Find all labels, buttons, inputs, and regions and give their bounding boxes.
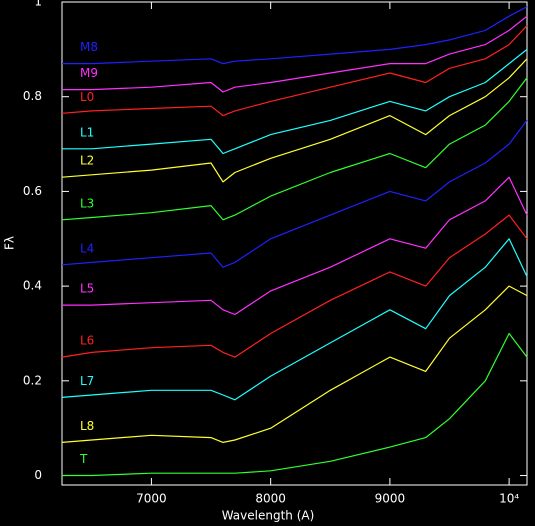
series-label: M9 (80, 66, 98, 80)
spectrum-line (61, 77, 528, 221)
x-axis-label: Wavelength (A) (222, 509, 315, 523)
series-label: L5 (80, 282, 94, 296)
x-tick-label: 8000 (255, 492, 286, 506)
series-label: L6 (80, 334, 94, 348)
spectrum-line (61, 58, 528, 183)
x-tick-label: 10⁴ (499, 492, 519, 506)
series-label: L4 (80, 241, 94, 255)
spectrum-line (62, 176, 528, 316)
spectrum-line (61, 25, 528, 117)
series-label: T (79, 452, 88, 466)
y-tick-label: 0.4 (23, 279, 42, 293)
y-tick-label: 0.2 (23, 373, 42, 387)
y-tick-label: 0 (34, 468, 42, 482)
series-label: L0 (80, 90, 94, 104)
x-tick-label: 9000 (375, 492, 406, 506)
y-axis-label: Fλ (3, 236, 17, 250)
y-tick-label: 1 (34, 0, 42, 9)
spectrum-line (62, 48, 528, 155)
plot-frame (61, 1, 528, 486)
spectrum-line (62, 332, 528, 477)
spectrum-line (61, 238, 528, 401)
spectrum-line (61, 214, 528, 358)
spectrum-line (61, 285, 528, 443)
series-label: L3 (80, 196, 94, 210)
spectrum-line (62, 15, 528, 93)
series-label: M8 (80, 40, 98, 54)
y-tick-label: 0.8 (23, 89, 42, 103)
series-label: L8 (80, 419, 94, 433)
series-label: L1 (80, 125, 94, 139)
series-label: L2 (80, 154, 94, 168)
series-label: L7 (80, 374, 94, 388)
spectrum-line (62, 6, 528, 65)
y-tick-label: 0.6 (23, 184, 42, 198)
spectrum-line (61, 120, 528, 268)
x-tick-label: 7000 (136, 492, 167, 506)
